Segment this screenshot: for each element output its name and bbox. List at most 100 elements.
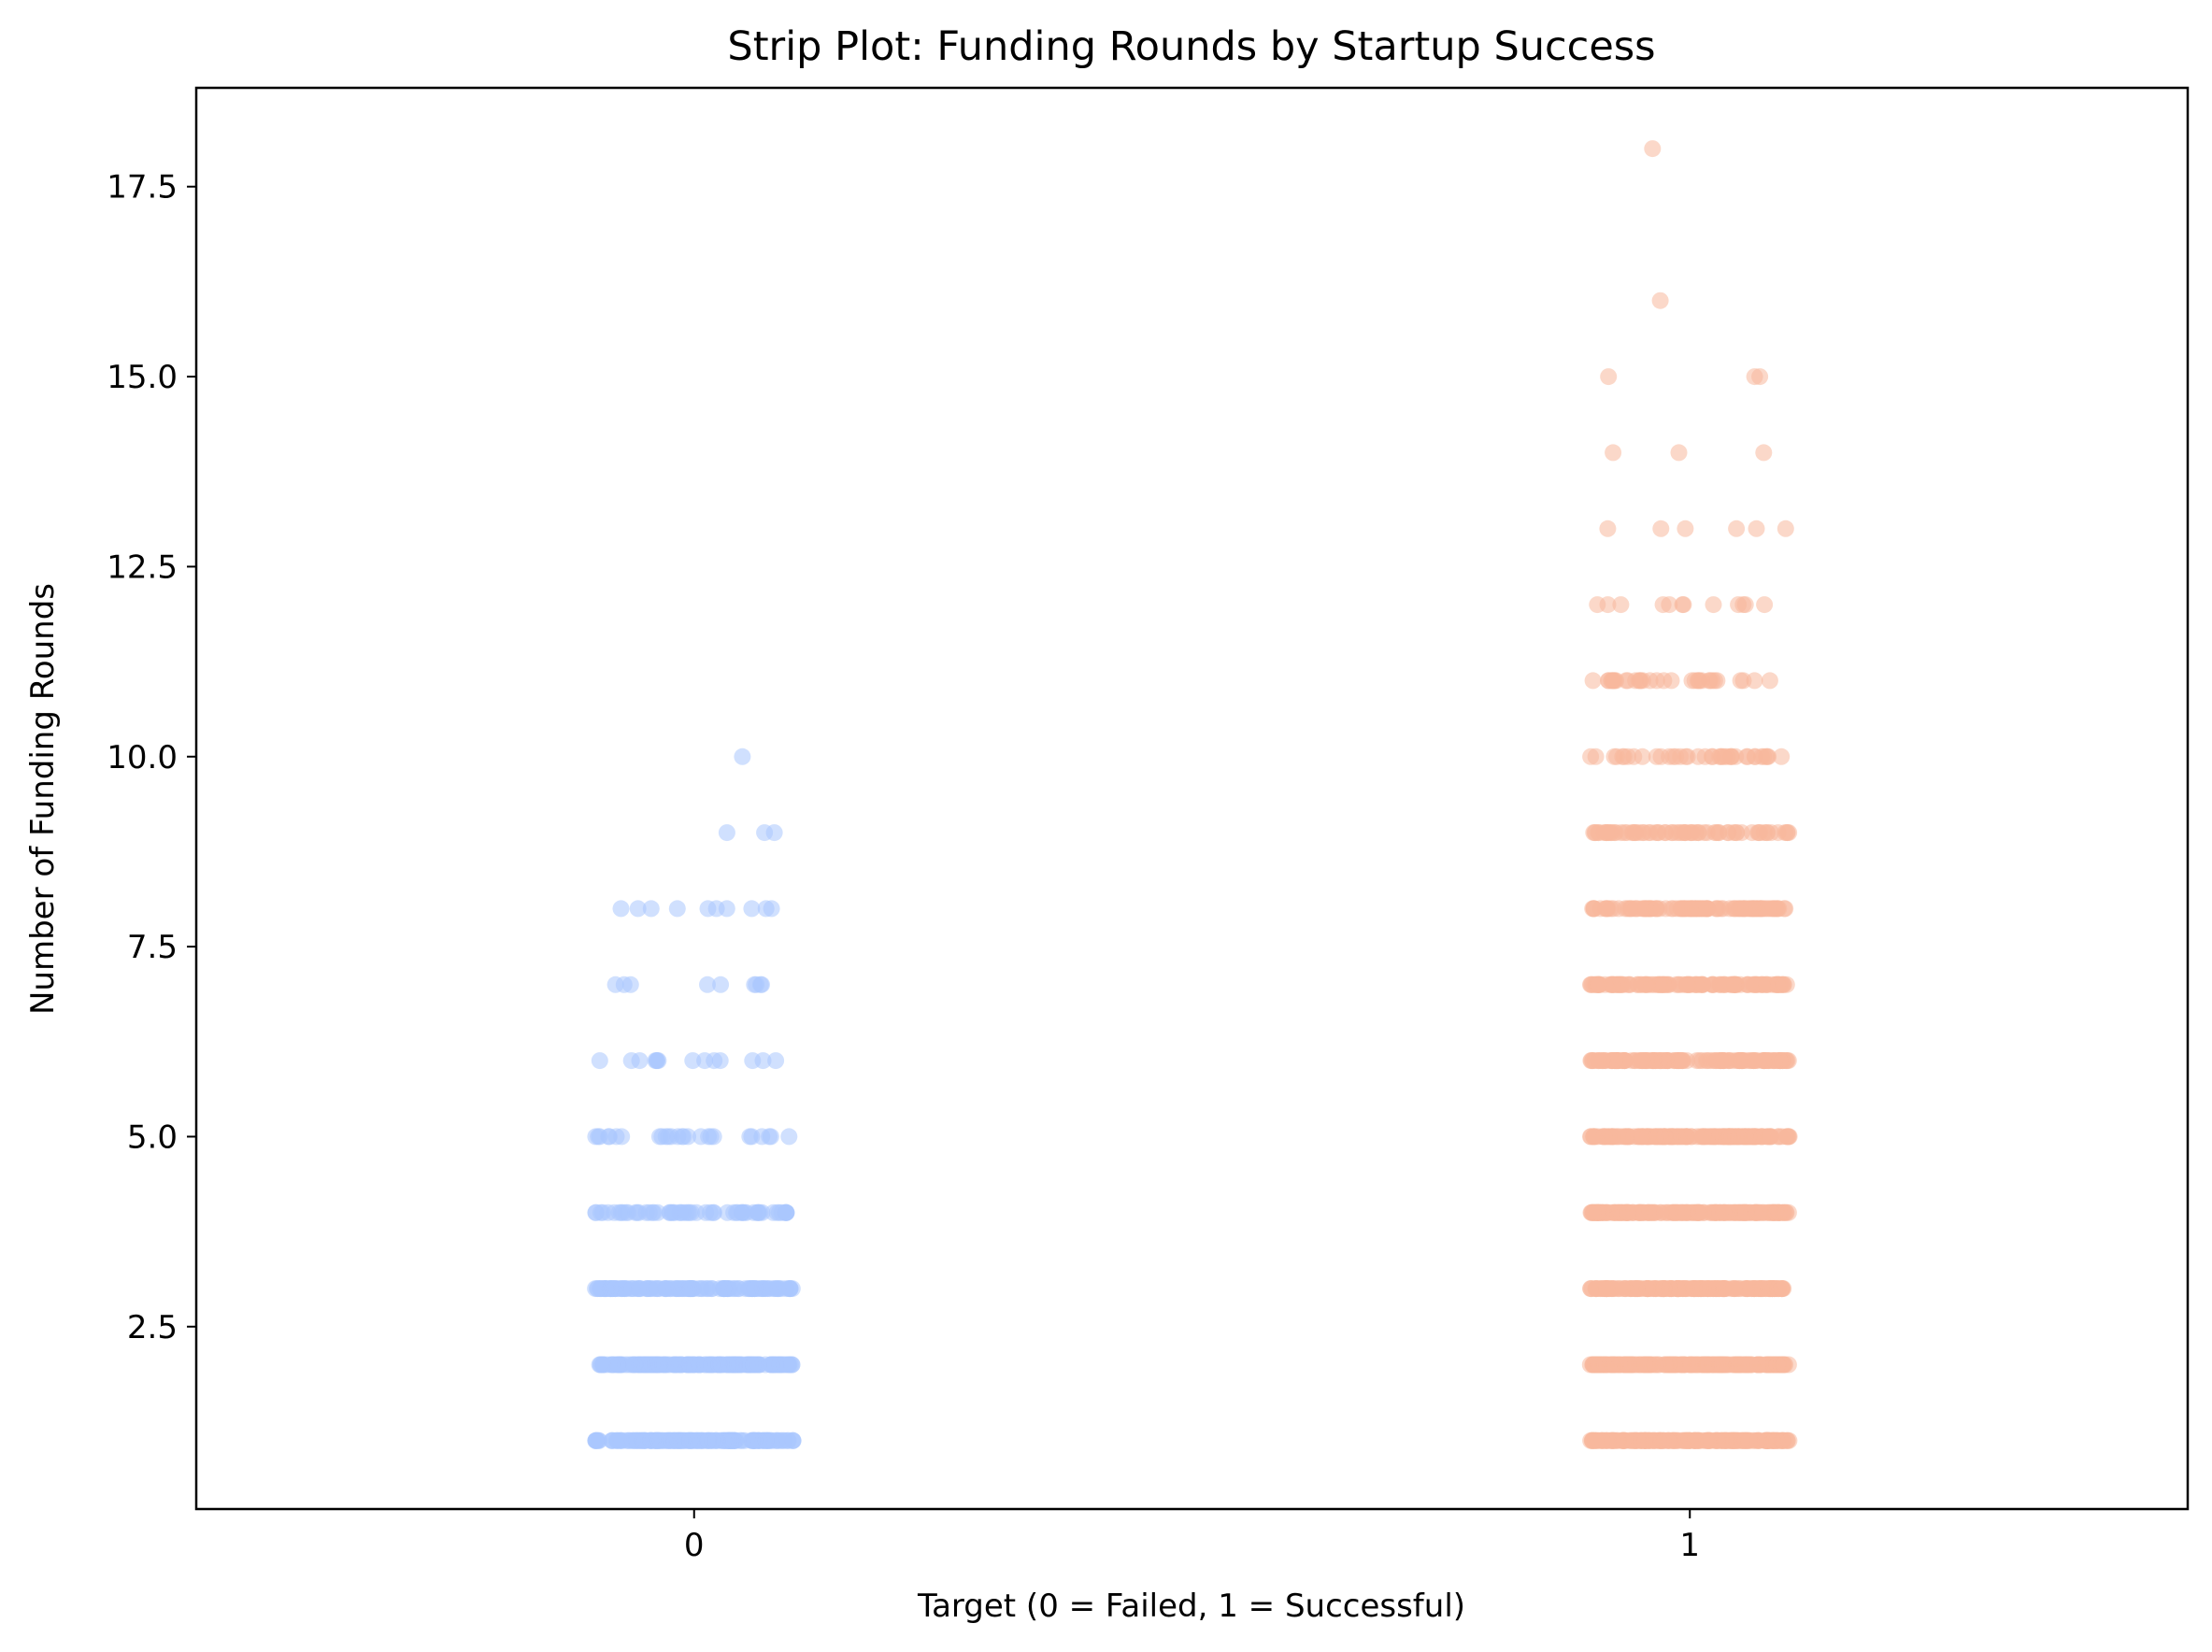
data-point bbox=[1720, 1052, 1738, 1070]
y-tick-label: 17.5 bbox=[107, 169, 178, 206]
data-point bbox=[664, 1431, 681, 1449]
data-point bbox=[734, 748, 751, 765]
data-point bbox=[725, 1431, 743, 1449]
data-point bbox=[631, 1280, 649, 1298]
data-point bbox=[1748, 520, 1765, 537]
y-tick-label: 7.5 bbox=[127, 929, 178, 966]
data-point bbox=[1774, 1280, 1791, 1298]
data-point bbox=[707, 900, 725, 918]
data-point bbox=[1631, 1128, 1648, 1146]
data-point bbox=[1671, 1203, 1689, 1221]
data-point bbox=[749, 1203, 766, 1221]
data-point bbox=[1698, 900, 1716, 918]
data-point bbox=[649, 1280, 666, 1298]
data-point bbox=[666, 1356, 684, 1374]
data-point bbox=[1634, 900, 1652, 918]
data-point bbox=[1704, 976, 1721, 993]
data-point bbox=[649, 1203, 666, 1221]
data-point bbox=[1652, 1280, 1670, 1298]
data-point bbox=[745, 1431, 763, 1449]
y-axis: 2.5 5.0 7.5 10.0 12.5 15.0 17.5 bbox=[107, 169, 196, 1346]
data-point bbox=[1599, 520, 1617, 537]
data-point bbox=[1670, 444, 1688, 462]
data-point bbox=[1613, 976, 1631, 993]
data-point bbox=[1664, 748, 1682, 765]
data-point bbox=[1685, 1431, 1703, 1449]
data-point bbox=[1593, 1052, 1611, 1070]
data-point bbox=[1589, 596, 1606, 614]
y-tick-label: 2.5 bbox=[127, 1309, 178, 1346]
data-point bbox=[661, 1203, 678, 1221]
data-point bbox=[606, 1203, 623, 1221]
data-point bbox=[694, 1280, 711, 1298]
chart-title: Strip Plot: Funding Rounds by Startup Su… bbox=[727, 23, 1655, 70]
data-point bbox=[1751, 824, 1769, 842]
data-point bbox=[1646, 1431, 1663, 1449]
data-point bbox=[1584, 672, 1602, 690]
data-point bbox=[729, 1356, 747, 1374]
data-point bbox=[1706, 824, 1723, 842]
data-point bbox=[635, 1431, 652, 1449]
data-point bbox=[1614, 1203, 1631, 1221]
data-point bbox=[1717, 1431, 1734, 1449]
data-point bbox=[1607, 1052, 1625, 1070]
data-point bbox=[668, 900, 686, 918]
data-point bbox=[761, 1128, 778, 1146]
data-point bbox=[648, 1052, 665, 1070]
data-point bbox=[1734, 596, 1752, 614]
data-point bbox=[1656, 1128, 1673, 1146]
data-point bbox=[1661, 1431, 1678, 1449]
data-point bbox=[1733, 824, 1750, 842]
x-tick-label: 0 bbox=[684, 1527, 705, 1564]
data-point bbox=[1604, 1356, 1621, 1374]
data-point bbox=[1671, 1052, 1689, 1070]
data-point bbox=[743, 900, 761, 918]
data-point bbox=[1697, 1356, 1715, 1374]
data-point bbox=[1728, 520, 1746, 537]
data-point bbox=[1589, 1356, 1606, 1374]
data-point bbox=[1776, 1356, 1792, 1374]
data-point bbox=[1736, 1431, 1754, 1449]
data-point bbox=[1582, 748, 1600, 765]
data-point bbox=[1600, 368, 1618, 386]
data-point bbox=[1605, 444, 1622, 462]
data-point bbox=[1746, 672, 1763, 690]
data-point bbox=[759, 1280, 777, 1298]
data-point bbox=[1663, 900, 1680, 918]
data-point bbox=[1761, 1128, 1778, 1146]
data-point bbox=[1755, 444, 1773, 462]
data-point bbox=[1696, 748, 1714, 765]
data-point bbox=[778, 1280, 795, 1298]
data-point bbox=[1684, 900, 1702, 918]
data-point bbox=[1605, 672, 1623, 690]
data-point bbox=[706, 1431, 724, 1449]
y-tick-label: 5.0 bbox=[127, 1118, 178, 1156]
data-point bbox=[1705, 596, 1722, 614]
data-point bbox=[779, 1356, 797, 1374]
data-point bbox=[1612, 596, 1630, 614]
data-point bbox=[650, 1128, 668, 1146]
y-axis-label: Number of Funding Rounds bbox=[24, 583, 62, 1015]
data-point bbox=[745, 1356, 763, 1374]
data-point bbox=[1677, 520, 1694, 537]
data-point bbox=[1737, 1052, 1755, 1070]
data-point bbox=[1587, 1280, 1605, 1298]
data-point bbox=[686, 1356, 704, 1374]
data-point bbox=[1624, 824, 1642, 842]
data-point bbox=[642, 900, 660, 918]
data-point bbox=[1751, 368, 1769, 386]
data-point bbox=[1724, 976, 1742, 993]
data-point bbox=[1655, 1356, 1673, 1374]
data-point bbox=[629, 900, 647, 918]
data-point bbox=[1745, 1280, 1762, 1298]
data-point bbox=[1702, 672, 1719, 690]
data-point bbox=[613, 1431, 631, 1449]
data-point bbox=[614, 1280, 632, 1298]
data-point bbox=[637, 1356, 655, 1374]
data-point bbox=[1770, 1203, 1788, 1221]
data-point bbox=[1676, 1128, 1693, 1146]
data-point bbox=[1673, 824, 1691, 842]
data-point bbox=[1773, 748, 1791, 765]
x-tick-label: 1 bbox=[1679, 1527, 1700, 1564]
